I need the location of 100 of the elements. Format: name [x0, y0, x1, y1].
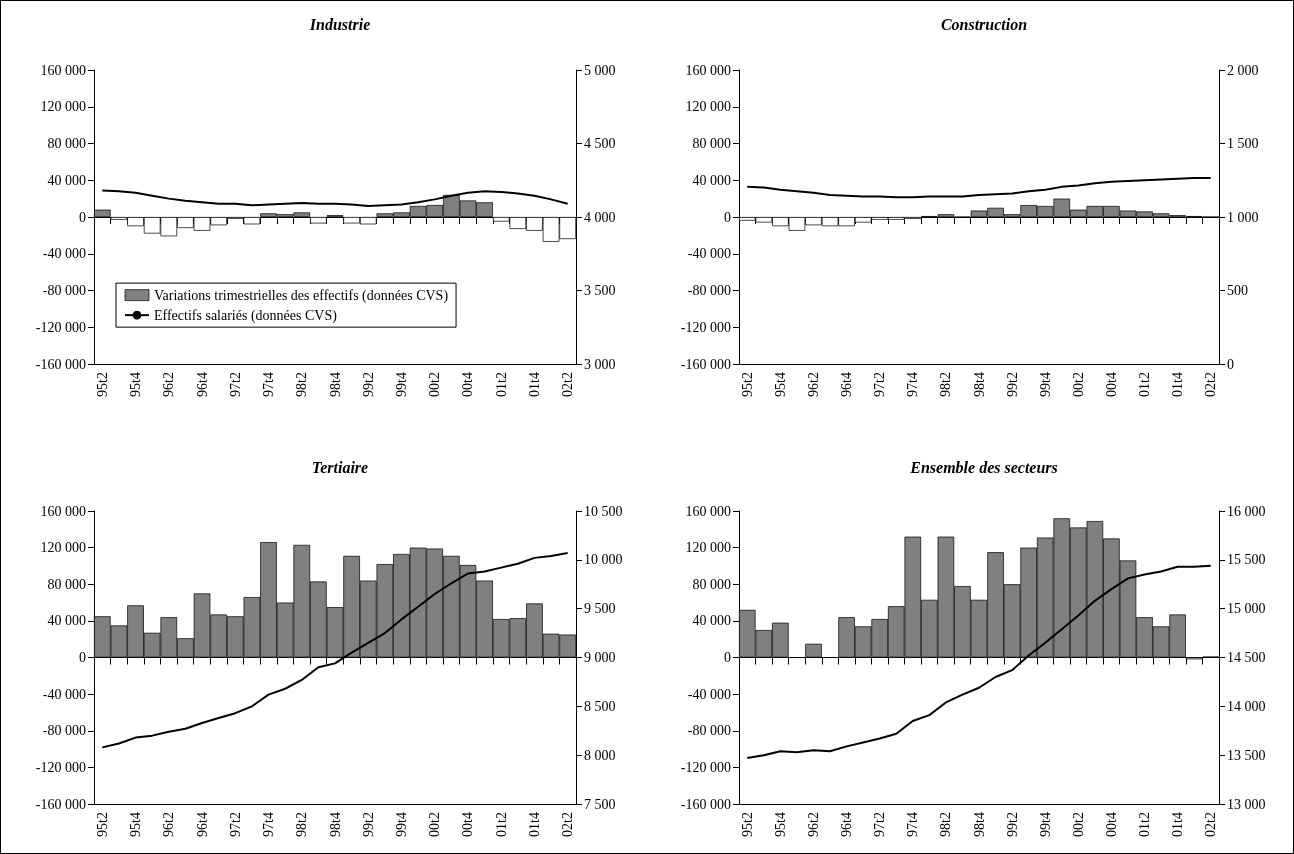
y-tick-label: -120 000: [680, 759, 731, 775]
y2-tick-label: 9 500: [584, 601, 616, 617]
chart-title: Tertiaire: [311, 458, 369, 476]
x-tick-label: 99t4: [393, 372, 409, 397]
x-tick-label: 98t2: [938, 812, 954, 837]
y2-tick-label: 1 000: [1227, 209, 1259, 225]
y-tick-label: -120 000: [35, 759, 86, 775]
y-tick-label: -160 000: [680, 796, 731, 812]
x-tick-label: 97t2: [872, 372, 888, 397]
y-tick-label: 80 000: [692, 576, 731, 592]
x-tick-label: 95t2: [739, 812, 755, 837]
y2-tick-label: 10 500: [584, 503, 623, 519]
y-tick-label: 40 000: [47, 613, 86, 629]
x-tick-label: 98t4: [327, 372, 343, 397]
y-tick-label: 160 000: [40, 503, 86, 519]
x-tick-label: 96t2: [161, 372, 177, 397]
x-tick-label: 00t4: [460, 372, 476, 397]
x-tick-label: 00t2: [1070, 372, 1086, 397]
x-tick-label: 98t4: [971, 372, 987, 397]
x-tick-label: 01t4: [1170, 372, 1186, 397]
y-tick-label: -80 000: [687, 723, 731, 739]
x-tick-label: 96t4: [839, 812, 855, 837]
y2-tick-label: 15 000: [1227, 601, 1266, 617]
x-tick-label: 02t2: [1203, 812, 1219, 837]
line-series: [746, 177, 1212, 199]
y-tick-label: 40 000: [692, 172, 731, 188]
x-tick-label: 02t2: [1203, 372, 1219, 397]
x-tick-label: 01t4: [526, 372, 542, 397]
y2-tick-label: 5 000: [584, 62, 616, 78]
x-tick-label: 99t2: [360, 372, 376, 397]
y2-tick-label: 14 500: [1227, 650, 1266, 665]
y-tick-label: 160 000: [685, 62, 731, 78]
y-tick-label: -80 000: [42, 723, 86, 739]
x-tick-label: 96t4: [194, 812, 210, 837]
x-tick-label: 01t4: [526, 812, 542, 837]
x-tick-label: 01t2: [1137, 372, 1153, 397]
y2-tick-label: 1 500: [1227, 136, 1259, 151]
y-tick-label: 80 000: [692, 136, 731, 151]
y-tick-label: -120 000: [680, 319, 731, 335]
x-tick-label: 00t4: [1103, 372, 1119, 397]
x-tick-label: 99t4: [1037, 372, 1053, 397]
x-tick-label: 99t4: [1037, 812, 1053, 837]
x-tick-label: 95t2: [739, 372, 755, 397]
x-tick-label: 99t4: [393, 812, 409, 837]
y-tick-label: -160 000: [35, 356, 86, 372]
x-tick-label: 96t4: [194, 372, 210, 397]
x-tick-label: 00t4: [460, 812, 476, 837]
chart-title: Ensemble des secteurs: [909, 458, 1058, 476]
y2-tick-label: 3 000: [584, 356, 616, 372]
y2-tick-label: 10 000: [584, 552, 623, 568]
y2-tick-label: 4 000: [584, 209, 616, 225]
y2-tick-label: 13 000: [1227, 796, 1266, 812]
x-tick-label: 01t2: [493, 812, 509, 837]
x-tick-label: 96t2: [161, 812, 177, 837]
x-tick-label: 96t2: [805, 372, 821, 397]
x-tick-label: 98t2: [294, 812, 310, 837]
y-tick-label: 120 000: [685, 99, 731, 115]
x-tick-label: 01t2: [493, 372, 509, 397]
x-tick-label: 95t4: [772, 812, 788, 837]
x-tick-label: 02t2: [560, 812, 576, 837]
legend-label: Effectifs salariés (données CVS): [154, 307, 338, 324]
x-tick-label: 97t2: [872, 812, 888, 837]
y-tick-label: 0: [724, 650, 731, 665]
x-tick-label: 99t2: [1004, 372, 1020, 397]
y-tick-label: -40 000: [42, 686, 86, 702]
x-tick-label: 98t2: [938, 372, 954, 397]
y-tick-label: 40 000: [47, 172, 86, 188]
x-tick-label: 98t4: [971, 812, 987, 837]
x-tick-label: 01t2: [1137, 812, 1153, 837]
y-tick-label: 120 000: [40, 99, 86, 115]
y2-tick-label: 3 500: [584, 283, 616, 298]
x-tick-label: 98t4: [327, 812, 343, 837]
y-tick-label: -120 000: [35, 319, 86, 335]
x-tick-label: 97t4: [905, 372, 921, 397]
x-tick-label: 98t2: [294, 372, 310, 397]
y2-tick-label: 9 000: [584, 650, 616, 665]
y2-tick-label: 7 500: [584, 796, 616, 812]
x-tick-label: 01t4: [1170, 812, 1186, 837]
y2-tick-label: 2 000: [1227, 62, 1259, 78]
x-tick-label: 00t2: [427, 372, 443, 397]
y-tick-label: 80 000: [47, 576, 86, 592]
y-tick-label: -80 000: [42, 283, 86, 298]
y-tick-label: 0: [79, 209, 86, 225]
y-tick-label: 40 000: [692, 613, 731, 629]
y2-tick-label: 8 000: [584, 747, 616, 763]
x-tick-label: 95t4: [772, 372, 788, 397]
y2-tick-label: 15 500: [1227, 552, 1266, 568]
y2-tick-label: 13 500: [1227, 747, 1266, 763]
y-tick-label: -80 000: [687, 283, 731, 298]
y-tick-label: -40 000: [42, 246, 86, 262]
x-tick-label: 97t4: [905, 812, 921, 837]
x-tick-label: 97t2: [227, 812, 243, 837]
x-tick-label: 95t4: [128, 812, 144, 837]
x-tick-label: 99t2: [1004, 812, 1020, 837]
chart-title: Industrie: [308, 15, 371, 33]
y-tick-label: 160 000: [40, 62, 86, 78]
x-tick-label: 95t2: [94, 812, 110, 837]
chart-title: Construction: [940, 15, 1028, 33]
x-tick-label: 97t2: [227, 372, 243, 397]
y-tick-label: 120 000: [685, 540, 731, 556]
